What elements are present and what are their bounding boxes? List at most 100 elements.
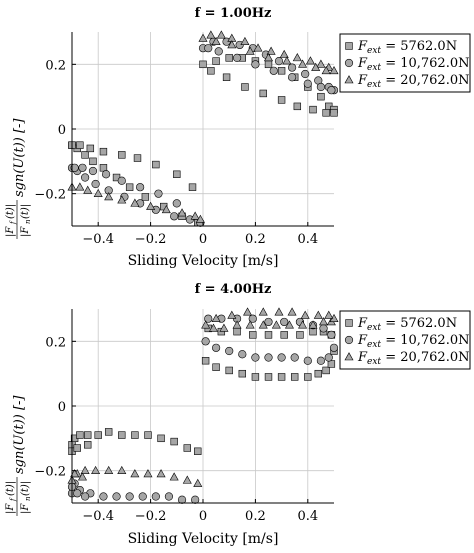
x-axis-label: Sliding Velocity [m/s] — [128, 253, 279, 269]
data-point — [319, 324, 328, 333]
y-label-numerator: |F — [5, 226, 16, 237]
data-point — [207, 67, 215, 75]
data-point — [146, 201, 156, 210]
data-point — [173, 170, 181, 178]
data-point — [258, 307, 268, 316]
series-1 — [68, 54, 338, 227]
data-point — [274, 56, 284, 66]
data-point — [156, 469, 166, 478]
data-point — [330, 109, 338, 117]
data-point — [277, 96, 286, 104]
data-point — [319, 317, 329, 326]
data-point — [253, 43, 263, 52]
data-point — [89, 157, 97, 166]
data-point — [143, 469, 153, 478]
data-point — [277, 67, 286, 75]
data-point — [274, 307, 284, 316]
data-point — [86, 144, 95, 153]
data-point — [194, 447, 202, 455]
data-point — [157, 434, 165, 443]
y-tick-label: 0 — [58, 123, 66, 138]
data-point — [170, 437, 178, 446]
legend-marker — [344, 75, 354, 84]
legend-label: Fext = 20,762.0N — [357, 73, 470, 90]
x-tick-label: 0.4 — [297, 232, 318, 247]
data-point — [227, 40, 237, 49]
data-point — [144, 431, 152, 439]
y-label-numerator-sub: f — [9, 497, 17, 502]
data-point — [282, 56, 292, 65]
data-point — [308, 320, 318, 329]
data-point — [188, 183, 197, 191]
series-3 — [67, 30, 339, 223]
chart-panel-2: f = 4.00Hz −0.4 −0.2 0 0.2 0.4 −0.2 0 0.2 Sliding… — [5, 282, 471, 547]
legend-box — [339, 310, 471, 370]
data-point — [296, 331, 304, 339]
legend-label: Fext = 10,762.0N — [357, 56, 470, 73]
data-point — [292, 53, 302, 62]
data-point — [322, 366, 330, 375]
data-point — [316, 59, 326, 68]
plot-area — [67, 30, 339, 227]
chart-title: f = 1.00Hz — [195, 6, 272, 21]
data-point — [117, 465, 127, 474]
data-point — [172, 199, 181, 208]
x-tick-label: 0 — [199, 509, 207, 524]
data-point — [191, 495, 200, 504]
x-tick-label: −0.4 — [82, 509, 114, 524]
y-label-denominator: |F — [20, 226, 31, 237]
data-point — [311, 62, 321, 71]
data-point — [284, 320, 294, 329]
data-point — [259, 89, 267, 98]
data-point — [183, 444, 191, 452]
data-point — [170, 212, 179, 221]
data-point — [99, 147, 108, 156]
data-point — [322, 109, 330, 117]
data-point — [77, 472, 87, 481]
x-tick-label: −0.2 — [135, 509, 167, 524]
data-point — [91, 465, 101, 474]
data-point — [279, 49, 289, 58]
data-point — [73, 444, 81, 452]
data-point — [91, 179, 100, 189]
data-point — [76, 431, 84, 439]
data-point — [287, 63, 297, 72]
data-point — [251, 60, 260, 69]
data-point — [232, 320, 242, 329]
data-point — [264, 331, 273, 339]
data-point — [316, 82, 326, 92]
data-point — [264, 373, 273, 381]
data-point — [131, 431, 139, 439]
data-point — [264, 353, 273, 362]
x-tick-label: 0.2 — [245, 509, 266, 524]
data-point — [303, 356, 312, 365]
data-point — [214, 47, 223, 56]
data-point — [324, 310, 334, 319]
x-axis-label: Sliding Velocity [m/s] — [128, 531, 279, 547]
data-point — [314, 369, 322, 378]
data-point — [76, 141, 84, 149]
data-point — [141, 193, 150, 201]
series-2 — [67, 314, 339, 504]
y-tick-label: −0.2 — [34, 188, 66, 203]
data-point — [227, 310, 237, 319]
data-point — [263, 53, 274, 62]
data-point — [329, 343, 339, 352]
y-axis-label: |Ff(t)||Fn(t)|sgn(U(t)) [-] — [5, 395, 32, 516]
x-tick-label: −0.4 — [82, 232, 114, 247]
data-point — [84, 431, 92, 439]
y-label-sgn: sgn(U(t)) [-] — [12, 395, 27, 474]
data-point — [327, 86, 336, 95]
data-point — [309, 105, 317, 114]
data-point — [264, 60, 273, 69]
plot-area — [67, 307, 339, 504]
data-point — [243, 307, 253, 316]
data-point — [248, 314, 257, 323]
data-point — [99, 492, 108, 501]
data-point — [280, 331, 288, 339]
data-point — [271, 320, 281, 329]
data-point — [329, 65, 339, 75]
legend-marker — [344, 335, 354, 345]
data-point — [245, 46, 255, 55]
